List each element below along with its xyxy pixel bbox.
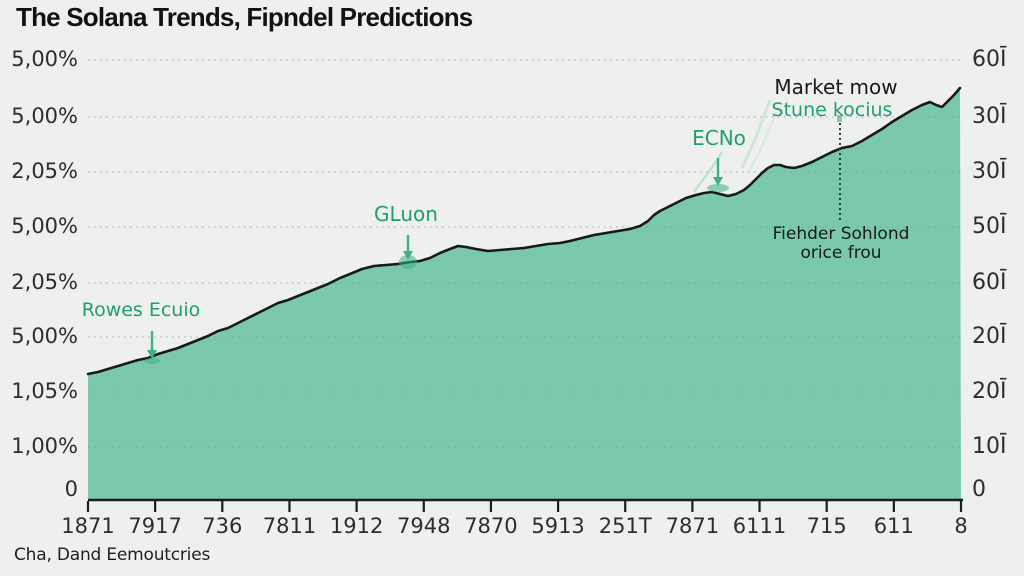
x-tick-label-6: 7870: [464, 514, 517, 538]
ghost-stroke: [747, 111, 777, 173]
gluon-arrow-blob-icon: [399, 255, 417, 269]
left-axis-label-8: 0: [65, 477, 78, 501]
left-axis-label-6: 1,05%: [11, 379, 78, 403]
right-axis-label-0: 60Ī: [972, 47, 1007, 72]
right-axis-label-4: 60Ī: [972, 270, 1007, 295]
rowes-arrow-blob-icon: [144, 358, 160, 364]
ecno-arrow-blob-icon: [707, 184, 729, 192]
left-axis-label-3: 5,00%: [11, 214, 78, 238]
rowes-arrow-down-arrow-icon: [147, 350, 157, 359]
ecno-arrow-down-arrow-icon: [713, 177, 723, 186]
right-axis-label-5: 20Ī: [972, 324, 1007, 349]
right-axis-label-2: 30Ī: [972, 159, 1007, 184]
x-tick-label-11: 715: [807, 514, 847, 538]
x-tick-label-0: 1871: [61, 514, 114, 538]
annotation-gluon: GLuon: [374, 202, 438, 226]
left-axis-label-2: 2,05%: [11, 159, 78, 183]
x-tick-label-2: 736: [202, 514, 242, 538]
annotation-rowes-ecuio: Rowes Ecuio: [82, 299, 201, 321]
annotation-ecno: ECNo: [692, 126, 746, 150]
left-axis-label-7: 1,00%: [11, 434, 78, 458]
annotation-orice-frou: orice frou: [800, 243, 881, 263]
x-tick-label-8: 251T: [599, 514, 652, 538]
gluon-arrow-down-arrow-icon: [403, 251, 413, 260]
x-tick-label-5: 7948: [397, 514, 450, 538]
ghost-stroke: [692, 151, 724, 193]
price-line: [86, 86, 962, 376]
x-tick-label-9: 7871: [666, 514, 719, 538]
x-tick-label-3: 7811: [263, 514, 316, 538]
x-tick-label-13: 8: [954, 514, 967, 538]
source-footnote: Cha, Dand Eemoutcries: [14, 545, 211, 565]
ghost-stroke: [740, 99, 772, 169]
left-axis-label-0: 5,00%: [11, 47, 78, 71]
marker-top-tick: [837, 115, 842, 122]
left-axis-label-5: 5,00%: [11, 324, 78, 348]
annotation-fiehder-sohlond: Fiehder Sohlond: [773, 224, 910, 244]
left-axis-label-1: 5,00%: [11, 104, 78, 128]
right-axis-label-8: 0: [972, 477, 986, 502]
x-tick-label-1: 7917: [128, 514, 181, 538]
right-axis-label-7: 10Ī: [972, 434, 1007, 459]
x-tick-label-4: 1912: [330, 514, 383, 538]
right-axis-label-1: 30Ī: [972, 104, 1007, 129]
annotation-stune-kocius: Stune kocius: [772, 99, 893, 121]
x-tick-label-10: 6111: [733, 514, 786, 538]
right-axis-label-3: 50Ī: [972, 214, 1007, 239]
chart-title: The Solana Trends, Fipndel Predictions: [16, 2, 473, 32]
x-tick-label-7: 5913: [531, 514, 584, 538]
left-axis-label-4: 2,05%: [11, 270, 78, 294]
x-tick-label-12: 611: [874, 514, 914, 538]
price-area-fill: [88, 88, 961, 500]
right-axis-label-6: 20Ī: [972, 379, 1007, 404]
annotation-market-mow: Market mow: [774, 75, 897, 99]
